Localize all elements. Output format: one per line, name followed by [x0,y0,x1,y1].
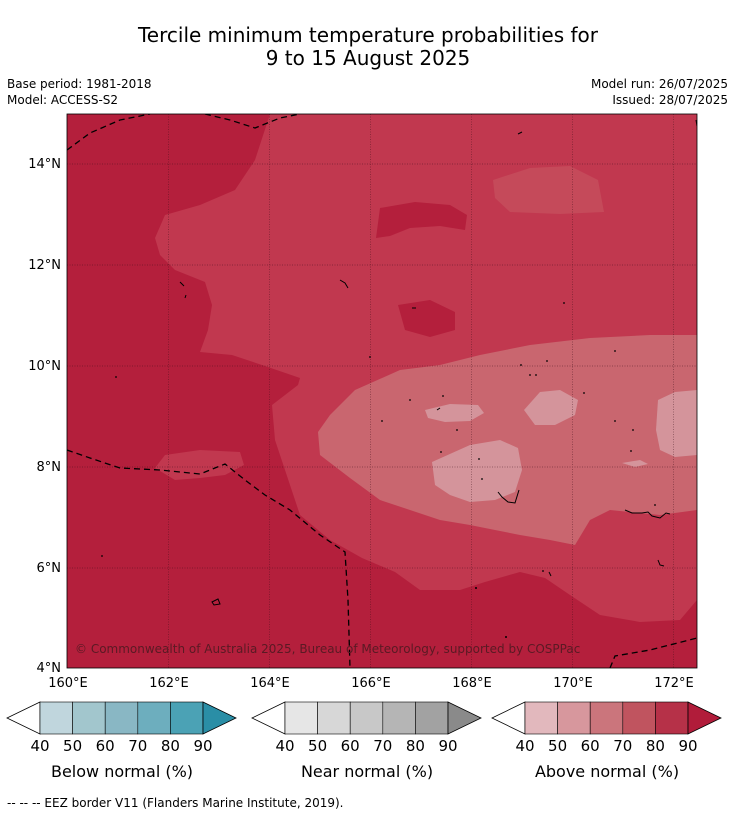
colorbar-near-low-extend [251,701,286,735]
zone-above-50-60-5 [622,460,648,467]
zone-above-60-70-top [493,166,604,214]
lon-label-164e: 164°E [250,676,290,691]
base-period: Base period: 1981-2018 [7,77,152,91]
lon-label-172e: 172°E [654,676,694,691]
colorbar-near-high-extend [447,701,482,735]
colorbar-below-tick-50: 50 [63,737,82,755]
colorbar-below-tick-80: 80 [161,737,180,755]
island-dots [101,302,656,638]
colorbar-near-tick-50: 50 [308,737,327,755]
lon-label-166e: 166°E [351,676,391,691]
colorbar-near-segment-1 [317,701,351,735]
colorbar-above-segment-3 [622,701,656,735]
colorbar-label-above: Above normal (%) [534,762,680,781]
colorbar-near-tick-60: 60 [341,737,360,755]
lon-labels: 160°E 162°E 164°E 166°E 168°E 170°E 172°… [48,676,694,691]
colorbar-above-tick-50: 50 [548,737,567,755]
colorbar-near-tick-90: 90 [438,737,457,755]
colorbar-above-tick-70: 70 [613,737,632,755]
colorbar-above-high-extend [687,701,722,735]
zone-above-60-70 [318,335,697,545]
colorbar-below-segment-1 [72,701,106,735]
model-run: Model run: 26/07/2025 [590,77,728,91]
colorbar-below-tick-60: 60 [96,737,115,755]
zone-above-50-60-4 [656,390,697,457]
model-name: Model: ACCESS-S2 [7,93,119,107]
eez-borders [67,114,697,668]
issued-date: Issued: 28/07/2025 [612,93,728,107]
zone-above-80-90-island-2 [398,300,455,337]
lon-label-170e: 170°E [553,676,593,691]
colorbar-below-tick-40: 40 [30,737,49,755]
graticule [67,114,697,668]
colorbar-above-tick-90: 90 [678,737,697,755]
colorbar-below-segment-4 [170,701,204,735]
colorbar-below-segment-3 [137,701,171,735]
colorbar-near-tick-70: 70 [373,737,392,755]
map-credit: © Commonwealth of Australia 2025, Bureau… [75,642,580,656]
zone-above-70-80-west [155,450,244,480]
colorbar-label-near: Near normal (%) [300,762,434,781]
footnote-eez: -- -- -- EEZ border V11 (Flanders Marine… [7,796,344,810]
colorbar-above-tick-40: 40 [515,737,534,755]
colorbar-near-tick-40: 40 [275,737,294,755]
lat-label-12n: 12°N [28,258,61,273]
colorbar-near-tick-80: 80 [406,737,425,755]
colorbar-label-below: Below normal (%) [50,762,194,781]
colorbar-below-tick-90: 90 [193,737,212,755]
zone-above-50-60-2 [524,390,578,425]
colorbars: 40 50 60 70 80 90 40 50 60 70 80 90 40 50 60 70 80 90 [6,701,722,755]
title-line-1: Tercile minimum temperature probabilitie… [137,23,599,47]
colorbar-below-tick-70: 70 [128,737,147,755]
lat-label-4n: 4°N [37,661,62,676]
colorbar-above-low-extend [491,701,526,735]
islands [179,119,697,606]
colorbar-near-segment-0 [284,701,318,735]
lat-label-6n: 6°N [37,561,62,576]
colorbar-near-segment-4 [415,701,449,735]
title-line-2: 9 to 15 August 2025 [265,46,471,70]
colorbar-near-segment-3 [382,701,416,735]
lat-labels: 14°N 12°N 10°N 8°N 6°N 4°N [28,157,61,676]
colorbar-above-segment-2 [589,701,624,735]
colorbar-above-segment-0 [524,701,558,735]
colorbar-above-tick-60: 60 [581,737,600,755]
colorbar-above-segment-1 [557,701,591,735]
lat-label-8n: 8°N [37,460,62,475]
lon-label-162e: 162°E [149,676,189,691]
lat-label-10n: 10°N [28,359,61,374]
colorbar-below-segment-2 [104,701,139,735]
colorbar-below-low-extend [6,701,41,735]
zone-above-50-60 [432,440,522,502]
colorbar-below-high-extend [202,701,237,735]
probability-field [67,114,697,668]
colorbar-above-segment-4 [655,701,689,735]
lon-label-160e: 160°E [48,676,88,691]
colorbar-above-tick-80: 80 [646,737,665,755]
map-frame [66,113,698,669]
lat-label-14n: 14°N [28,157,61,172]
lon-label-168e: 168°E [452,676,492,691]
colorbar-near-segment-2 [349,701,384,735]
zone-above-80-90-island [376,202,467,238]
colorbar-below-segment-0 [39,701,73,735]
